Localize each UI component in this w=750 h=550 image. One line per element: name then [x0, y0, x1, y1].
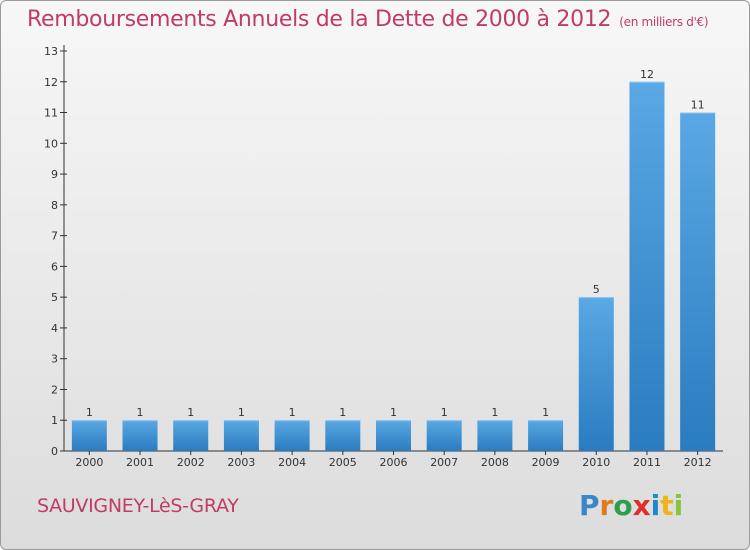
x-tick-label: 2009 — [532, 456, 560, 469]
x-tick-label: 2004 — [278, 456, 306, 469]
bar — [376, 420, 411, 451]
bar — [528, 420, 564, 451]
x-tick-label: 2012 — [684, 456, 712, 469]
x-tick-label: 2008 — [481, 456, 509, 469]
data-label: 1 — [491, 406, 498, 419]
bar — [173, 420, 209, 451]
bar — [578, 297, 614, 451]
y-tick-label: 7 — [51, 230, 58, 243]
bar — [122, 420, 158, 451]
bar — [426, 420, 462, 451]
bar — [680, 112, 716, 452]
data-label: 1 — [390, 406, 397, 419]
data-label: 1 — [86, 406, 93, 419]
bar — [71, 420, 107, 451]
chart-bars — [71, 81, 716, 452]
bar — [629, 81, 665, 452]
data-label: 1 — [542, 406, 549, 419]
data-label: 1 — [137, 406, 144, 419]
y-tick-label: 6 — [51, 260, 58, 273]
y-tick-label: 9 — [51, 168, 58, 181]
y-tick-label: 0 — [51, 445, 58, 458]
data-label: 1 — [289, 406, 296, 419]
x-tick-label: 2002 — [177, 456, 205, 469]
y-tick-label: 10 — [44, 137, 58, 150]
data-label: 11 — [691, 99, 705, 112]
y-tick-label: 1 — [51, 414, 58, 427]
bar — [274, 420, 310, 451]
data-label: 12 — [640, 68, 654, 81]
data-label: 1 — [238, 406, 245, 419]
x-tick-label: 2010 — [582, 456, 610, 469]
y-tick-label: 5 — [51, 291, 58, 304]
y-tick-label: 4 — [51, 322, 58, 335]
proxiti-logo[interactable]: Proxiti — [579, 489, 684, 522]
y-tick-label: 12 — [44, 76, 58, 89]
x-tick-label: 2007 — [430, 456, 458, 469]
x-tick-label: 2006 — [380, 456, 408, 469]
x-tick-label: 2011 — [633, 456, 661, 469]
x-tick-label: 2000 — [75, 456, 103, 469]
x-tick-label: 2003 — [227, 456, 255, 469]
chart-labels: 2000 1 2001 1 2002 1 2003 1 2004 1 2005 1 2006 1 2007 1… — [75, 68, 711, 469]
bar — [477, 420, 513, 451]
chart-title-text: Remboursements Annuels de la Dette de 20… — [27, 7, 612, 32]
bar — [325, 420, 361, 451]
commune-name: SAUVIGNEY-LèS-GRAY — [37, 495, 239, 517]
data-label: 1 — [187, 406, 194, 419]
chart-title: Remboursements Annuels de la Dette de 20… — [27, 7, 709, 32]
x-tick-label: 2001 — [126, 456, 154, 469]
x-tick-label: 2005 — [329, 456, 357, 469]
bar — [223, 420, 259, 451]
y-tick-label: 8 — [51, 199, 58, 212]
data-label: 1 — [339, 406, 346, 419]
data-label: 1 — [441, 406, 448, 419]
y-tick-label: 2 — [51, 383, 58, 396]
y-tick-label: 3 — [51, 353, 58, 366]
y-tick-label: 11 — [44, 107, 58, 120]
y-tick-label: 13 — [44, 45, 58, 58]
data-label: 5 — [593, 283, 600, 296]
chart-subtitle: (en milliers d'€) — [619, 15, 709, 29]
